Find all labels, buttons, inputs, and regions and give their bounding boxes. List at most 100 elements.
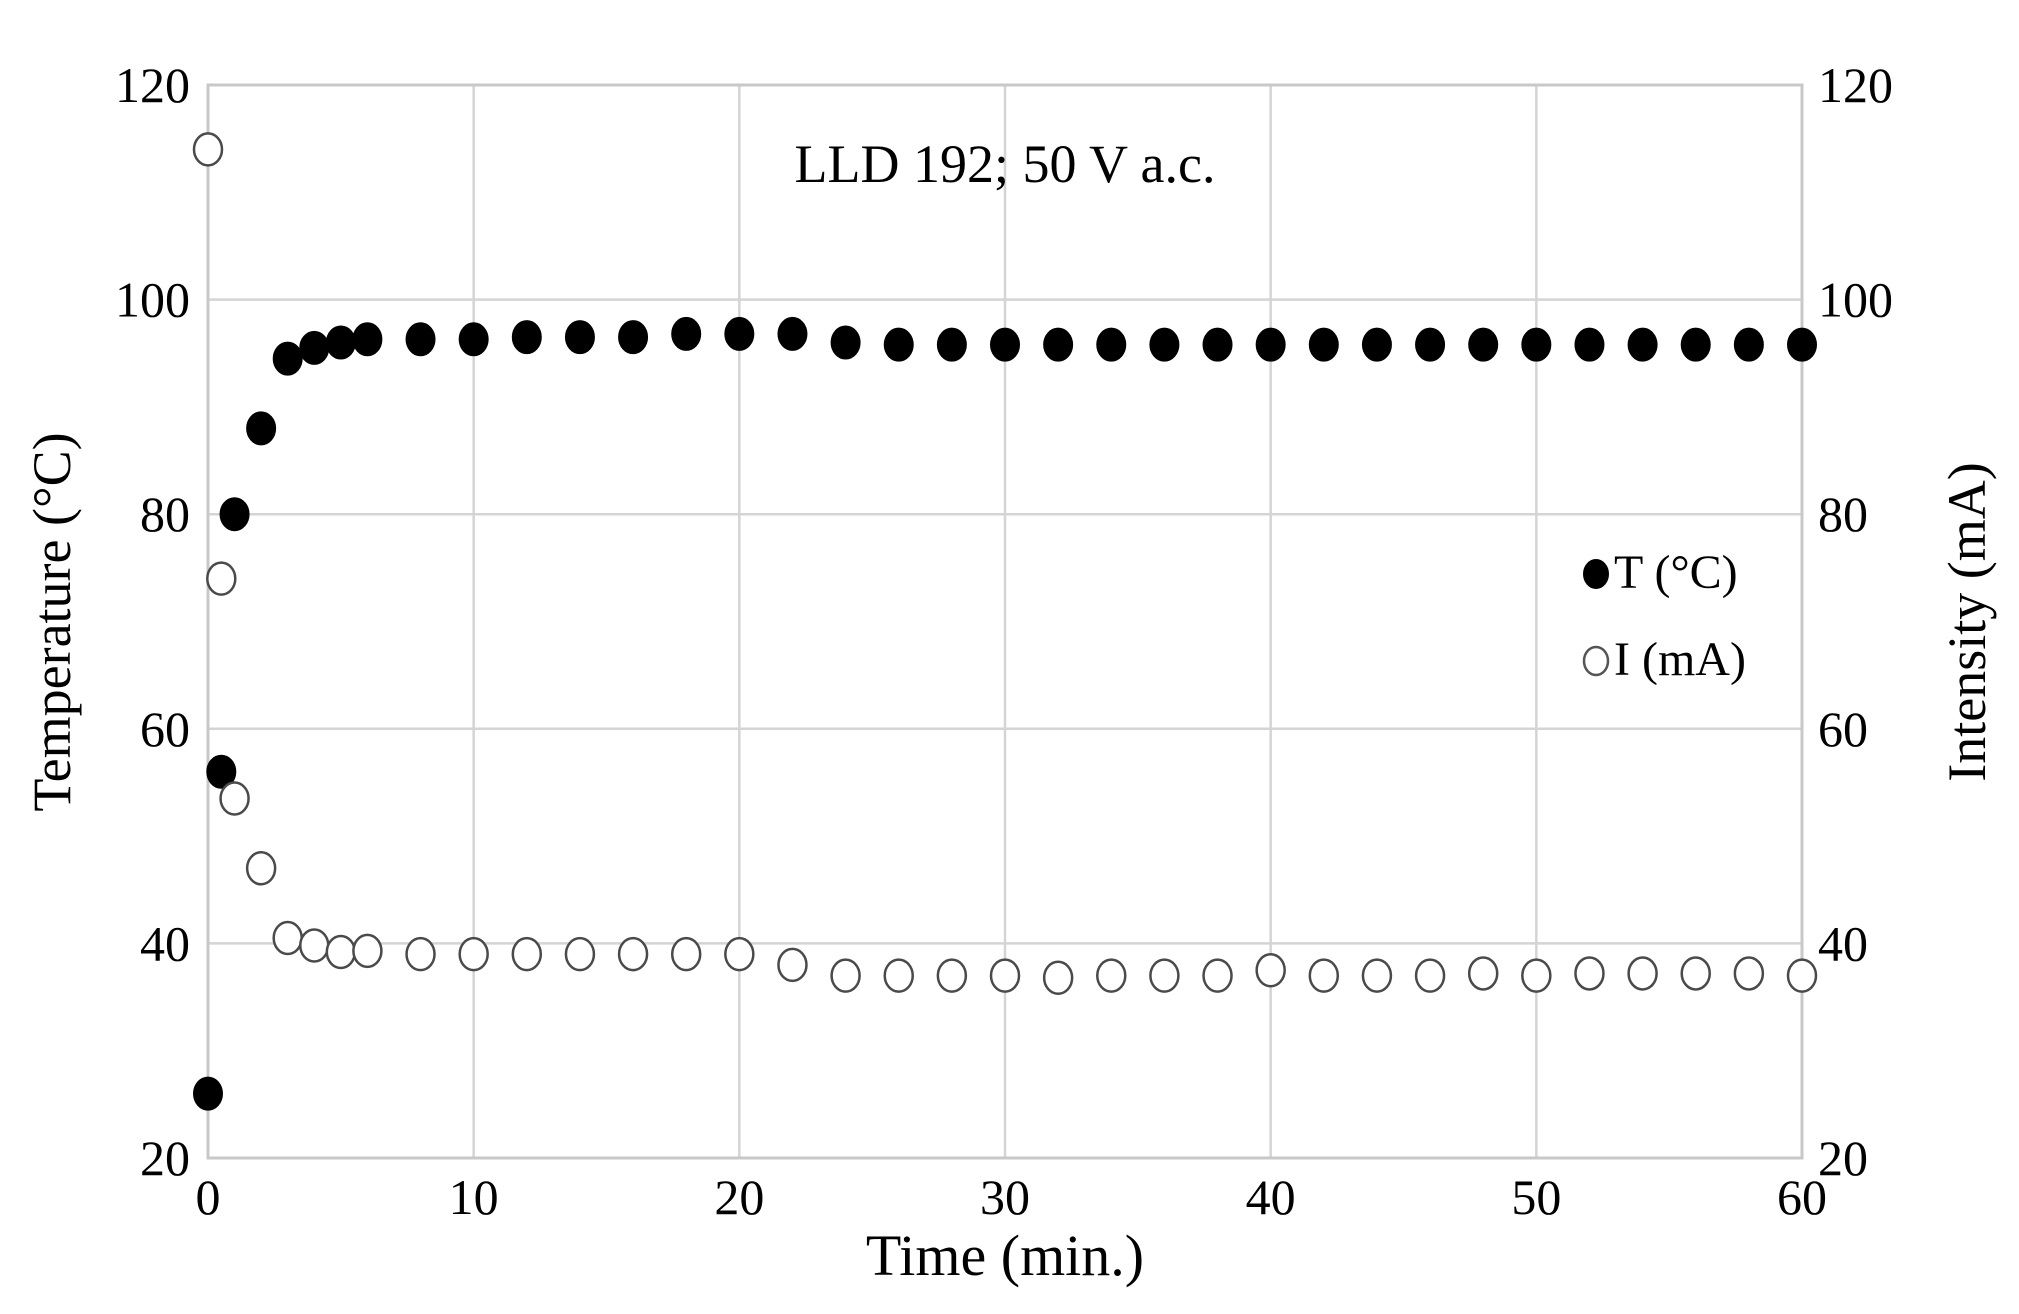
- temperature-point: [1255, 327, 1286, 362]
- intensity-point: [219, 781, 250, 816]
- x-tick-label: 20: [714, 1169, 764, 1225]
- data-points: [192, 132, 1818, 1111]
- temperature-point: [1149, 327, 1180, 362]
- intensity-point: [206, 561, 237, 596]
- temperature-point: [883, 327, 914, 362]
- intensity-point: [1680, 956, 1711, 991]
- temperature-point: [830, 325, 861, 360]
- y-right-tick-label: 60: [1818, 701, 1868, 757]
- intensity-point: [883, 958, 914, 993]
- y-axis-label-left: Temperature (°C): [22, 432, 82, 811]
- plot-area-border: [206, 83, 1804, 1160]
- intensity-point: [1308, 958, 1340, 993]
- intensity-point: [1042, 960, 1074, 995]
- temperature-point: [1043, 327, 1074, 362]
- temperature-point: [1521, 327, 1552, 362]
- intensity-point: [1733, 956, 1765, 991]
- y-left-tick-label: 120: [115, 57, 190, 113]
- temperature-point: [1627, 327, 1658, 362]
- chart-title: LLD 192; 50 V a.c.: [795, 134, 1216, 194]
- temperature-point: [1308, 327, 1339, 362]
- intensity-point: [1361, 958, 1393, 993]
- x-tick-label: 30: [980, 1169, 1030, 1225]
- y-left-tick-label: 100: [115, 272, 190, 328]
- intensity-point: [405, 936, 436, 972]
- temperature-point: [272, 341, 303, 376]
- intensity-point: [1202, 958, 1233, 993]
- x-tick-label: 0: [196, 1169, 221, 1225]
- intensity-point: [1149, 958, 1180, 993]
- temperature-point: [206, 754, 237, 789]
- intensity-point: [830, 958, 861, 993]
- temperature-point: [936, 327, 967, 362]
- y-right-tick-label: 120: [1818, 57, 1893, 113]
- temperature-point: [724, 316, 755, 351]
- temperature-point: [1468, 327, 1499, 362]
- intensity-point: [1521, 958, 1552, 993]
- temperature-point: [1574, 327, 1605, 362]
- legend-marker-temperature: [1583, 559, 1609, 589]
- y-axis-label-right: Intensity (mA): [1937, 462, 1997, 781]
- temperature-point: [1680, 327, 1711, 362]
- intensity-point: [1414, 958, 1446, 993]
- legend: T (°C) I (mA): [1582, 546, 1746, 686]
- y-left-tick-label: 60: [140, 701, 190, 757]
- intensity-point: [617, 936, 649, 972]
- temperature-point: [511, 320, 542, 355]
- temperature-point: [1733, 327, 1764, 362]
- intensity-point: [1096, 958, 1127, 993]
- temperature-point: [458, 322, 489, 357]
- intensity-point: [989, 958, 1021, 993]
- legend-label-intensity: I (mA): [1614, 633, 1746, 686]
- temperature-point: [219, 497, 250, 532]
- intensity-point: [458, 936, 489, 972]
- temperature-point: [1415, 327, 1446, 362]
- y-right-tick-label: 100: [1818, 272, 1893, 328]
- intensity-point: [245, 851, 277, 886]
- temperature-point: [1096, 327, 1127, 362]
- y-right-tick-label: 20: [1818, 1130, 1868, 1186]
- series-intensity: [192, 132, 1818, 995]
- intensity-point: [325, 934, 357, 970]
- x-tick-label: 50: [1511, 1169, 1561, 1225]
- temperature-point: [325, 325, 356, 360]
- temperature-point: [1361, 327, 1392, 362]
- temperature-point: [1787, 327, 1817, 362]
- temperature-point: [405, 322, 436, 357]
- temperature-point: [990, 327, 1020, 362]
- x-tick-label: 40: [1246, 1169, 1296, 1225]
- intensity-point: [511, 936, 543, 972]
- temperature-point: [352, 322, 383, 357]
- temperature-point: [671, 316, 702, 351]
- temperature-point: [777, 316, 808, 351]
- intensity-point: [936, 958, 968, 993]
- intensity-point: [724, 936, 755, 972]
- intensity-point: [777, 947, 808, 983]
- y-left-tick-label: 40: [140, 915, 190, 971]
- legend-marker-intensity: [1582, 645, 1610, 677]
- gridlines: [206, 83, 1804, 1160]
- intensity-point: [1627, 956, 1658, 991]
- intensity-point: [1786, 958, 1818, 993]
- intensity-point: [1574, 956, 1605, 991]
- temperature-point: [1202, 327, 1233, 362]
- temperature-point: [564, 320, 595, 355]
- series-temperature: [193, 316, 1817, 1111]
- temperature-point: [246, 411, 277, 446]
- intensity-point: [670, 936, 702, 972]
- intensity-point: [272, 920, 303, 956]
- x-axis-label: Time (min.): [866, 1223, 1144, 1288]
- tick-labels: 0 10 20 30 40 50 60204060801001202040608010012…: [115, 57, 1893, 1225]
- y-left-tick-label: 20: [140, 1130, 190, 1186]
- intensity-point: [1255, 952, 1286, 988]
- temperature-point: [193, 1076, 223, 1111]
- temperature-point: [618, 320, 649, 355]
- y-right-tick-label: 40: [1818, 915, 1868, 971]
- temperature-point: [299, 330, 330, 365]
- intensity-point: [564, 936, 596, 972]
- legend-label-temperature: T (°C): [1614, 546, 1738, 599]
- intensity-point: [192, 132, 224, 167]
- x-tick-label: 10: [449, 1169, 499, 1225]
- intensity-point: [352, 933, 383, 969]
